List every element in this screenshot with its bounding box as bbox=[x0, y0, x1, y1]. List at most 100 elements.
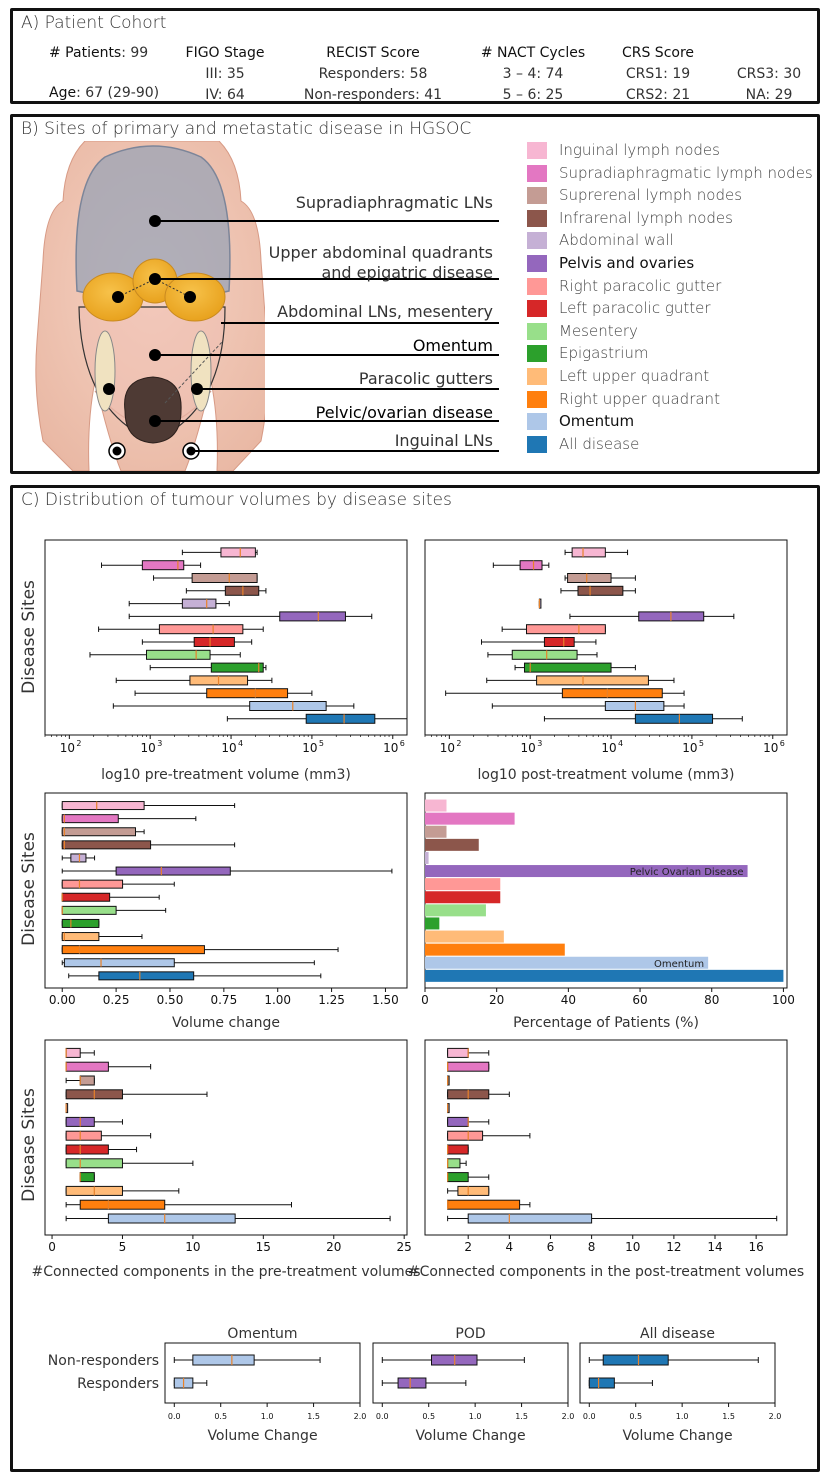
bar bbox=[425, 851, 429, 864]
nact-3-4: 3 – 4: 74 bbox=[502, 66, 564, 82]
legend-label: Pelvis and ovaries bbox=[559, 254, 695, 272]
label-pelvic-ovarian: Pelvic/ovarian disease bbox=[315, 403, 493, 422]
chart-resp_all: 0.0 0.5 1.0 1.5 2.0 Volume Change All disease bbox=[579, 1326, 781, 1444]
patients-count: # Patients: 99 bbox=[49, 45, 149, 61]
x-tick-label: 6 bbox=[547, 1240, 555, 1254]
x-tick-exponent: 6 bbox=[400, 739, 405, 748]
chart-cc_pre: 0 5 10 15 20 25 #Connected components in the p… bbox=[32, 1039, 421, 1280]
panel-a-patient-cohort: A) Patient Cohort # Patients: 99 Age: 67… bbox=[10, 8, 820, 104]
box bbox=[98, 971, 195, 981]
figo-iv: IV: 64 bbox=[205, 87, 245, 103]
crs-header: CRS Score bbox=[621, 45, 695, 61]
legend-swatch bbox=[527, 277, 547, 295]
box bbox=[61, 905, 117, 915]
legend-label: Infrarenal lymph nodes bbox=[559, 208, 733, 227]
bar bbox=[425, 891, 501, 904]
box bbox=[61, 945, 205, 955]
box bbox=[61, 801, 145, 811]
x-tick-label: 12 bbox=[666, 1240, 681, 1254]
legend-swatch bbox=[527, 435, 547, 453]
legend-label: Abdominal wall bbox=[559, 231, 674, 250]
x-tick-label: 0.0 bbox=[583, 1412, 596, 1421]
x-tick-label: 4 bbox=[506, 1240, 514, 1254]
nact-5-6: 5 – 6: 25 bbox=[502, 87, 564, 103]
legend-swatch bbox=[527, 368, 547, 385]
x-axis-label: Volume Change bbox=[207, 1428, 317, 1444]
chart-resp_pod: 0.0 0.5 1.0 1.5 2.0 Volume Change POD bbox=[372, 1326, 575, 1444]
pelvic-mass bbox=[124, 376, 182, 444]
x-tick-label: 10 bbox=[185, 1240, 200, 1254]
legend-label: Epigastrium bbox=[559, 344, 649, 363]
x-tick-label: 10 bbox=[763, 741, 778, 755]
x-tick-label: 0.75 bbox=[210, 993, 237, 1007]
x-tick-label: 16 bbox=[749, 1240, 764, 1254]
box bbox=[210, 662, 264, 673]
box bbox=[115, 866, 231, 876]
x-tick-label: 0 bbox=[48, 1240, 56, 1254]
x-axis-label: Volume Change bbox=[415, 1428, 525, 1444]
x-tick-exponent: 4 bbox=[238, 739, 243, 748]
bar bbox=[425, 799, 447, 812]
x-tick-exponent: 4 bbox=[618, 739, 623, 748]
x-tick-exponent: 2 bbox=[456, 739, 461, 748]
box bbox=[158, 624, 244, 635]
panel-c-title: C) Distribution of tumour volumes by dis… bbox=[21, 490, 452, 510]
box bbox=[447, 1047, 469, 1058]
legend-label: All disease bbox=[559, 434, 640, 453]
crs3: CRS3: 30 bbox=[736, 66, 802, 82]
x-axis-label: Volume Change bbox=[622, 1428, 732, 1444]
x-tick-label: 0.50 bbox=[157, 993, 184, 1007]
x-tick-label: 10 bbox=[141, 741, 156, 755]
box bbox=[602, 1354, 669, 1366]
chart-title: Omentum bbox=[227, 1326, 297, 1342]
legend-swatch bbox=[527, 209, 547, 227]
x-tick-label: 60 bbox=[632, 993, 647, 1007]
x-tick-label: 20 bbox=[326, 1240, 341, 1254]
label-supradiaphragmatic: Supradiaphragmatic LNs bbox=[295, 193, 493, 212]
chart-resp_omentum: 0.0 0.5 1.0 1.5 2.0 Volume Change Omentum Non-r… bbox=[48, 1326, 367, 1444]
box bbox=[61, 892, 111, 902]
x-tick-label: 10 bbox=[60, 741, 75, 755]
label-epigastric: and epigatric disease bbox=[321, 263, 493, 282]
plot-frame bbox=[579, 1342, 776, 1404]
site-legend: Inguinal lymph nodes Supradiaphragmatic l… bbox=[527, 141, 817, 466]
box bbox=[604, 701, 665, 711]
panel-b-title: B) Sites of primary and metastatic disea… bbox=[21, 119, 472, 139]
box bbox=[61, 840, 152, 850]
box bbox=[61, 932, 100, 942]
legend-label: Right upper quadrant bbox=[559, 389, 720, 408]
plot-frame bbox=[44, 792, 408, 989]
legend-swatch bbox=[527, 142, 547, 159]
box bbox=[525, 624, 606, 635]
chart-title: All disease bbox=[640, 1326, 715, 1342]
x-tick-label: 2 bbox=[464, 1240, 472, 1254]
bar bbox=[425, 930, 504, 943]
recist-non-responders: Non-responders: 41 bbox=[303, 87, 443, 103]
x-tick-label: 80 bbox=[704, 993, 719, 1007]
x-tick-label: 1.5 bbox=[307, 1412, 320, 1421]
bar bbox=[425, 865, 748, 878]
box bbox=[305, 713, 376, 724]
box bbox=[65, 1061, 109, 1072]
x-tick-label: 10 bbox=[302, 741, 317, 755]
box bbox=[634, 713, 714, 724]
box bbox=[447, 1116, 469, 1127]
x-tick-label: 2.0 bbox=[562, 1412, 575, 1421]
x-tick-label: 0.0 bbox=[168, 1412, 181, 1421]
x-tick-label: 8 bbox=[588, 1240, 596, 1254]
box bbox=[279, 611, 346, 622]
x-axis-label: log10 pre-treatment volume (mm3) bbox=[101, 767, 351, 783]
x-tick-label: 1.0 bbox=[261, 1412, 274, 1421]
x-tick-label: 10 bbox=[625, 1240, 640, 1254]
box bbox=[70, 853, 87, 863]
x-tick-label: 0.25 bbox=[103, 993, 130, 1007]
legend-swatch bbox=[527, 345, 547, 363]
legend-label: Left paracolic gutter bbox=[559, 299, 711, 318]
y-category-label: Non-responders bbox=[48, 1353, 159, 1369]
plot-frame bbox=[424, 792, 788, 989]
x-tick-label: 10 bbox=[440, 741, 455, 755]
bar bbox=[425, 917, 440, 930]
x-axis-label: Percentage of Patients (%) bbox=[513, 1015, 699, 1031]
